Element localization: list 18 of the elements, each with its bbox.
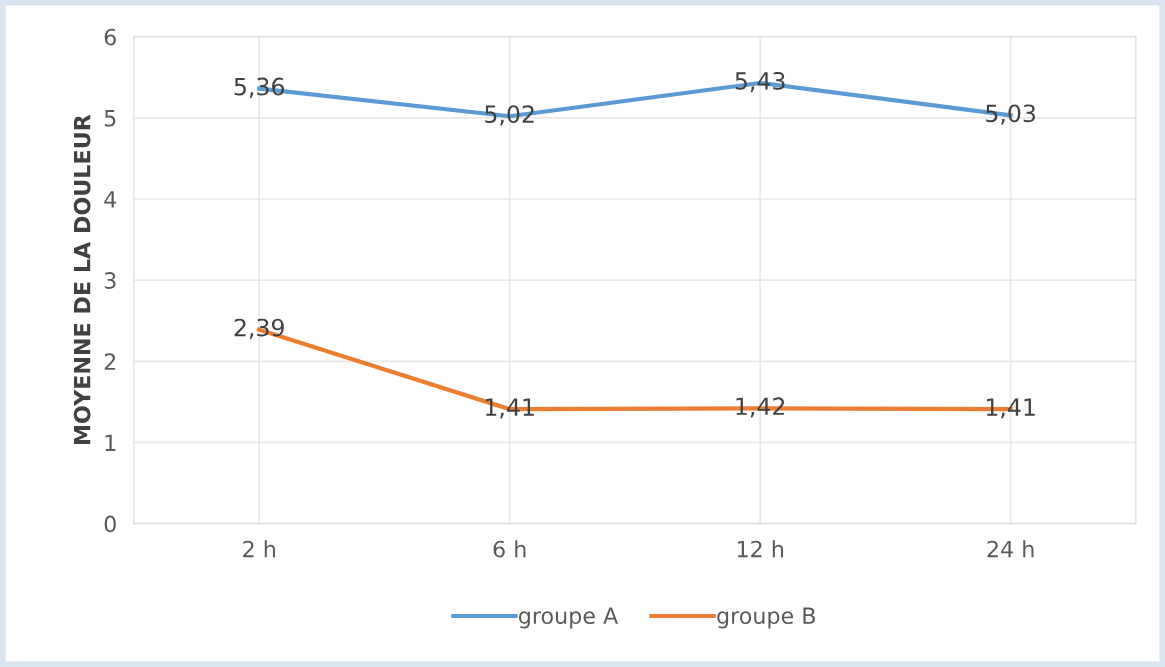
data-label: 5,36 — [234, 77, 285, 98]
legend-label: groupe A — [518, 607, 619, 629]
y-tick-label: 3 — [104, 272, 116, 289]
y-axis-title: MOYENNE DE LA DOULEUR — [73, 114, 91, 445]
x-tick-label: 6 h — [493, 540, 526, 558]
y-tick-label: 6 — [104, 28, 116, 46]
data-label: 1,41 — [986, 398, 1035, 419]
x-tick-label: 2 h — [243, 540, 275, 558]
legend-label: groupe B — [717, 607, 815, 629]
y-tick-label: 2 — [104, 353, 116, 370]
data-label: 5,03 — [986, 104, 1036, 125]
y-tick-label: 1 — [105, 434, 116, 451]
y-tick-label: 5 — [104, 110, 116, 127]
y-tick-label: 0 — [104, 515, 116, 533]
x-tick-label: 12 h — [737, 540, 783, 558]
x-tick-label: 24 h — [987, 540, 1034, 558]
data-label: 2,39 — [234, 318, 284, 339]
y-tick-label: 4 — [104, 191, 117, 208]
